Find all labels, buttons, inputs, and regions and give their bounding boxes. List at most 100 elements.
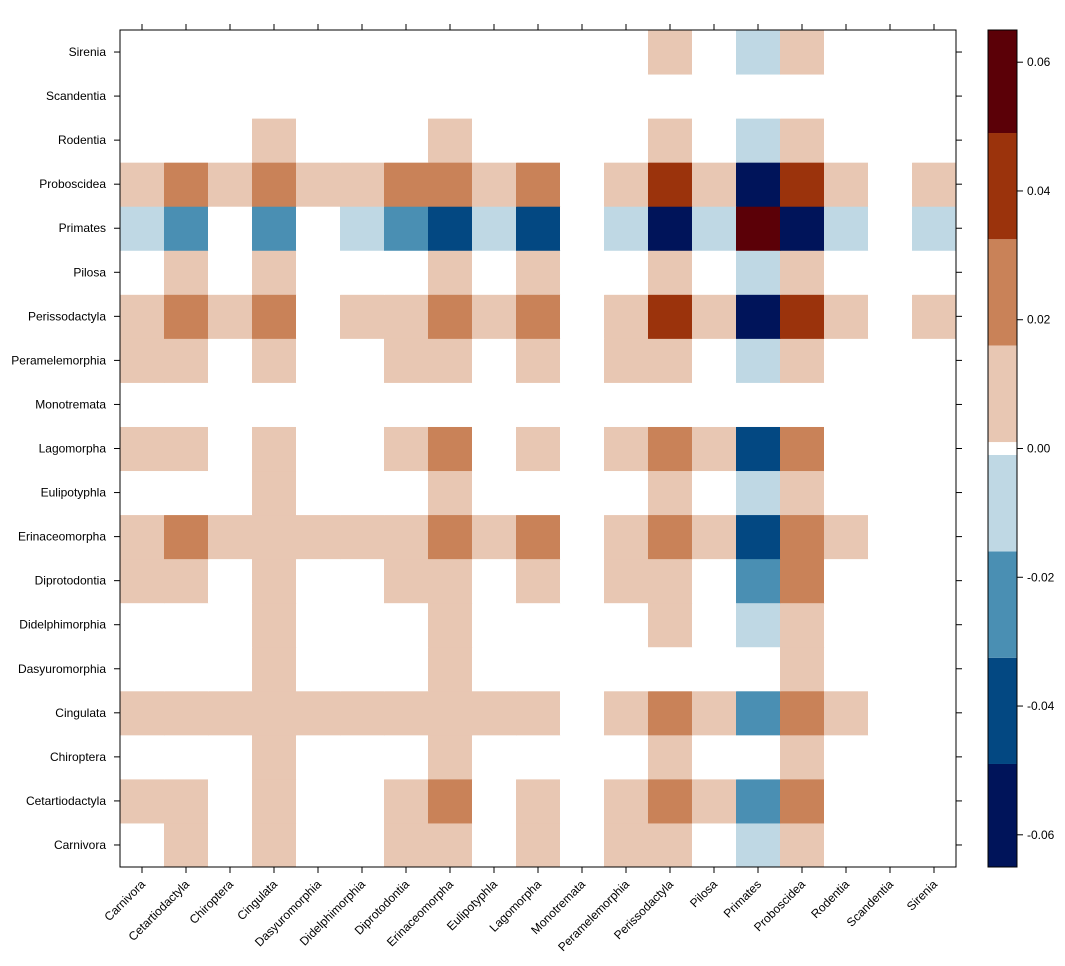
heatmap-cell xyxy=(736,30,781,75)
heatmap-cell xyxy=(780,162,825,207)
heatmap-cell xyxy=(472,822,517,868)
heatmap-cell xyxy=(164,338,209,383)
heatmap-cell xyxy=(516,822,561,868)
heatmap-cell xyxy=(780,294,825,339)
heatmap-cell xyxy=(868,250,913,295)
heatmap-cell xyxy=(164,30,209,75)
heatmap-cell xyxy=(736,206,781,251)
heatmap-cell xyxy=(912,382,957,427)
heatmap-cell xyxy=(296,734,341,780)
heatmap-cell xyxy=(340,426,385,472)
heatmap-cell xyxy=(868,74,913,119)
heatmap-cell xyxy=(164,74,209,119)
heatmap-cell xyxy=(912,690,957,736)
heatmap-cell xyxy=(780,30,825,75)
heatmap-cell xyxy=(428,162,473,207)
heatmap-cell xyxy=(648,646,693,692)
heatmap-cell xyxy=(736,250,781,295)
heatmap-cell xyxy=(824,162,869,207)
heatmap-cell xyxy=(648,338,693,383)
heatmap-cell xyxy=(252,382,297,427)
heatmap-cell xyxy=(780,514,825,560)
heatmap-cell xyxy=(824,470,869,516)
heatmap-cell xyxy=(252,118,297,163)
heatmap-cell xyxy=(208,426,253,472)
heatmap-cell xyxy=(472,74,517,119)
heatmap-cell xyxy=(736,558,781,604)
heatmap-cell xyxy=(208,602,253,648)
heatmap-cell xyxy=(868,206,913,251)
heatmap-cell xyxy=(252,206,297,251)
heatmap-cell xyxy=(560,338,605,383)
heatmap-cell xyxy=(208,470,253,516)
colorbar-band xyxy=(988,30,1017,134)
heatmap-cell xyxy=(296,778,341,824)
heatmap-cell xyxy=(296,338,341,383)
heatmap-cell xyxy=(252,426,297,472)
y-tick-label: Diprotodontia xyxy=(35,574,107,588)
colorbar-tick-label: -0.06 xyxy=(1027,828,1055,842)
heatmap-cell xyxy=(912,602,957,648)
heatmap-cell xyxy=(252,646,297,692)
heatmap-cell xyxy=(912,734,957,780)
heatmap-cell xyxy=(384,646,429,692)
heatmap-cell xyxy=(780,206,825,251)
heatmap-cell xyxy=(340,514,385,560)
heatmap-cell xyxy=(736,734,781,780)
heatmap-cell xyxy=(560,426,605,472)
heatmap-cell xyxy=(120,338,165,383)
heatmap-cell xyxy=(648,734,693,780)
heatmap-cell xyxy=(604,30,649,75)
heatmap-cell xyxy=(648,426,693,472)
heatmap-cell xyxy=(648,162,693,207)
heatmap-cell xyxy=(604,250,649,295)
heatmap-cell xyxy=(912,426,957,472)
y-tick-label: Didelphimorphia xyxy=(19,618,106,632)
heatmap-cell xyxy=(120,558,165,604)
colorbar-band xyxy=(988,442,1017,455)
heatmap-cell xyxy=(824,602,869,648)
heatmap-cell xyxy=(164,822,209,868)
heatmap-cell xyxy=(340,558,385,604)
heatmap-cell xyxy=(296,822,341,868)
heatmap-cell xyxy=(120,514,165,560)
heatmap-cell xyxy=(384,294,429,339)
heatmap-cell xyxy=(296,118,341,163)
y-tick-label: Perissodactyla xyxy=(28,309,106,323)
heatmap-cell xyxy=(472,558,517,604)
heatmap-cell xyxy=(648,382,693,427)
heatmap-cell xyxy=(692,382,737,427)
heatmap-cell xyxy=(560,206,605,251)
heatmap-cell xyxy=(604,514,649,560)
heatmap-cell xyxy=(824,558,869,604)
heatmap-cell xyxy=(252,822,297,868)
heatmap-cell xyxy=(604,338,649,383)
heatmap-cell xyxy=(824,646,869,692)
y-tick-label: Carnivora xyxy=(54,838,106,852)
heatmap-cell xyxy=(208,778,253,824)
heatmap-cell xyxy=(120,74,165,119)
heatmap-cell xyxy=(780,338,825,383)
heatmap-cell xyxy=(648,294,693,339)
heatmap-cell xyxy=(868,822,913,868)
heatmap-cell xyxy=(648,74,693,119)
heatmap-cell xyxy=(780,602,825,648)
heatmap-cell xyxy=(208,30,253,75)
heatmap-cell xyxy=(472,690,517,736)
heatmap-cell xyxy=(692,250,737,295)
heatmap-cell xyxy=(384,470,429,516)
heatmap-cell xyxy=(780,426,825,472)
heatmap-cell xyxy=(604,690,649,736)
colorbar-band xyxy=(988,454,1017,552)
y-tick-label: Monotremata xyxy=(35,397,106,411)
heatmap-cell xyxy=(736,470,781,516)
heatmap-cell xyxy=(824,30,869,75)
colorbar-band xyxy=(988,133,1017,240)
heatmap-cell xyxy=(604,558,649,604)
heatmap-cell xyxy=(868,294,913,339)
x-tick-label: Cingulata xyxy=(234,877,280,923)
y-tick-label: Peramelemorphia xyxy=(11,353,106,367)
heatmap-cell xyxy=(692,734,737,780)
heatmap-cell xyxy=(648,514,693,560)
heatmap-cell xyxy=(780,690,825,736)
